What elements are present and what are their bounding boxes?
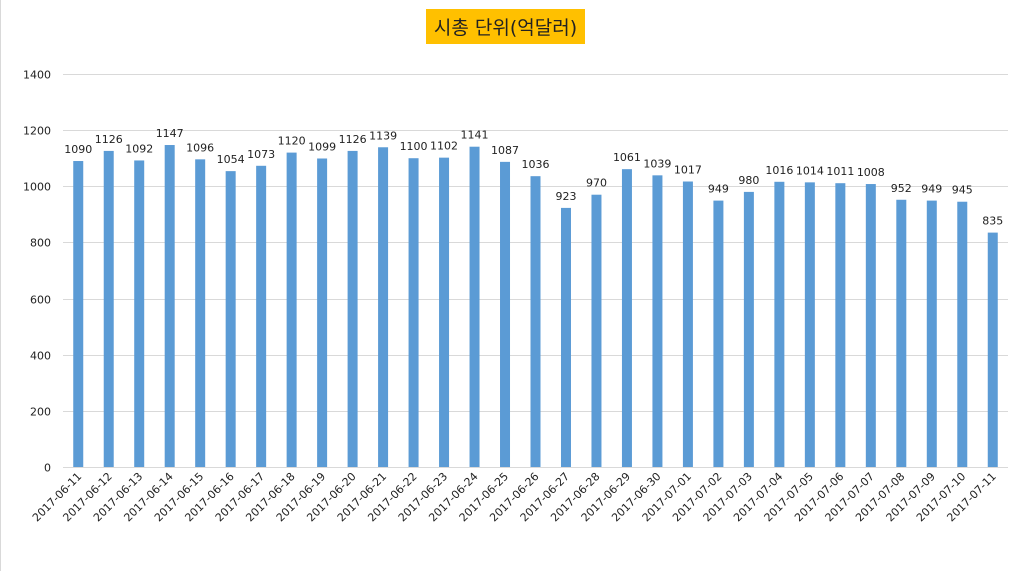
chart-title: 시총 단위(억달러): [433, 17, 578, 39]
data-label: 1141: [461, 129, 489, 142]
data-label: 1099: [308, 140, 336, 153]
data-label: 1011: [826, 165, 854, 178]
bar: [378, 147, 389, 468]
bar: [865, 184, 876, 468]
bar: [500, 161, 511, 467]
data-label: 1090: [64, 143, 92, 156]
y-tick-label: 200: [30, 406, 51, 419]
data-label: 1073: [247, 148, 275, 161]
data-label: 945: [952, 184, 973, 197]
y-tick-label: 600: [30, 294, 51, 307]
y-tick-labels: 0 200 400 600 800 1000 1200 1400: [23, 69, 51, 475]
bar: [743, 191, 754, 467]
bar: [835, 183, 846, 467]
y-tick-label: 1400: [23, 69, 51, 82]
bar: [560, 207, 571, 468]
bar: [439, 157, 450, 467]
data-label: 1139: [369, 129, 397, 142]
bar: [682, 181, 693, 468]
data-label: 1147: [156, 127, 184, 140]
data-label: 980: [738, 174, 759, 187]
data-label: 1061: [613, 151, 641, 164]
bar: [286, 152, 297, 467]
bar: [195, 159, 206, 467]
bar: [804, 182, 815, 467]
data-label: 1017: [674, 164, 702, 177]
data-label: 1036: [522, 158, 550, 171]
bar: [164, 145, 175, 467]
data-label: 1008: [857, 166, 885, 179]
y-tick-label: 400: [30, 350, 51, 363]
data-label: 1016: [765, 164, 793, 177]
bars: [73, 145, 998, 468]
data-label: 1126: [339, 133, 367, 146]
data-label: 1054: [217, 153, 245, 166]
bar: [987, 232, 998, 467]
y-tick-label: 800: [30, 237, 51, 250]
bar: [73, 161, 84, 467]
y-tick-label: 1200: [23, 125, 51, 138]
bar: [896, 199, 907, 467]
data-label: 1039: [643, 157, 671, 170]
data-label: 949: [708, 183, 729, 196]
data-label: 970: [586, 177, 607, 190]
bar: [317, 158, 328, 467]
data-label: 1100: [400, 140, 428, 153]
data-label: 1087: [491, 144, 519, 157]
data-label: 835: [982, 215, 1003, 228]
data-label: 1126: [95, 133, 123, 146]
data-label: 952: [891, 182, 912, 195]
bar: [530, 176, 541, 467]
bar: [621, 169, 632, 467]
x-tick-labels: 2017-06-112017-06-122017-06-132017-06-14…: [30, 470, 999, 524]
data-label: 1102: [430, 140, 458, 153]
bar: [347, 150, 358, 467]
bar: [469, 146, 480, 467]
data-label: 923: [555, 190, 576, 203]
data-label: 949: [921, 183, 942, 196]
y-tick-label: 0: [44, 462, 51, 475]
bar: [103, 150, 114, 467]
bar: [713, 200, 724, 467]
data-label: 1120: [278, 135, 306, 148]
bar: [652, 175, 663, 467]
bar: [926, 200, 937, 467]
bar: [256, 165, 267, 467]
bar: [408, 158, 419, 467]
bar: [591, 194, 602, 467]
bar: [957, 201, 968, 467]
bar: [774, 181, 785, 467]
data-label: 1014: [796, 164, 824, 177]
data-label: 1092: [125, 142, 153, 155]
chart-title-box: 시총 단위(억달러): [426, 9, 585, 44]
left-border: [0, 0, 1, 571]
bar: [225, 171, 236, 467]
bar: [134, 160, 145, 467]
data-label: 1096: [186, 141, 214, 154]
y-tick-label: 1000: [23, 181, 51, 194]
